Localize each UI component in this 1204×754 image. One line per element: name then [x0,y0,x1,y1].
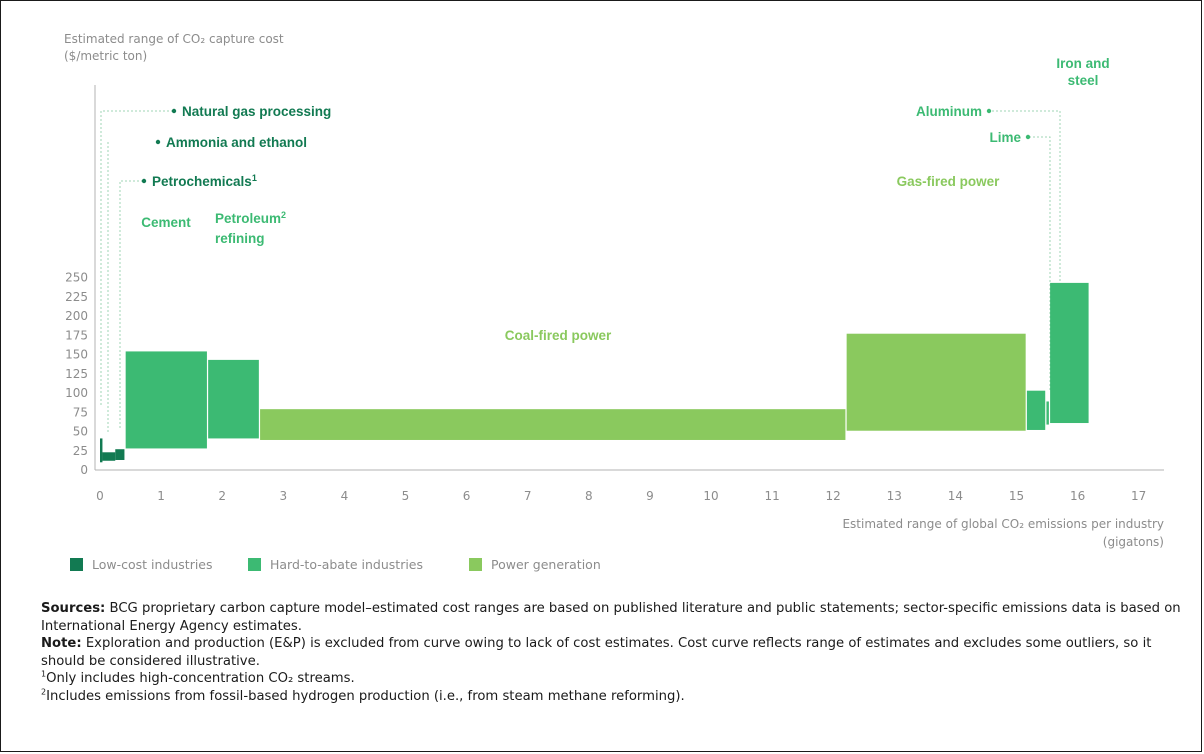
footnote-1-text: Only includes high-concentration CO₂ str… [46,671,355,686]
bar-ammonia-and-ethanol [102,452,116,461]
category-label: Aluminum [916,104,982,119]
x-axis-title: Estimated range of global CO₂ emissions … [842,517,1164,531]
sources-note: Sources: BCG proprietary carbon capture … [41,600,1191,635]
x-tick-label: 16 [1070,489,1085,503]
bar-cement [125,351,207,449]
x-tick-label: 15 [1009,489,1024,503]
leader-line [100,110,174,405]
x-tick-label: 7 [524,489,532,503]
x-tick-label: 8 [585,489,593,503]
note-label: Note: [41,636,82,651]
x-axis-unit: (gigatons) [1103,535,1164,549]
x-tick-label: 9 [646,489,654,503]
label-dot [141,178,147,184]
category-label: Ammonia and ethanol [166,135,307,150]
category-label: Gas-fired power [897,174,1001,189]
x-tick-label: 6 [463,489,471,503]
bar-coal-fired-power [260,409,846,440]
footnote-1-mark: 1 [41,669,47,679]
category-label: Lime [989,130,1021,145]
methodology-note: Note: Exploration and production (E&P) i… [41,635,1191,670]
legend-label: Hard-to-abate industries [270,557,423,572]
legend-swatch-hard-to-abate [248,558,261,571]
label-superscript: 1 [252,173,257,183]
sources-text: BCG proprietary carbon capture model–est… [41,601,1181,634]
bar-petroleum [208,359,259,439]
chart-notes: Sources: BCG proprietary carbon capture … [41,600,1191,705]
legend-label: Low-cost industries [92,557,213,572]
bar-iron-and [1050,282,1089,424]
x-tick-label: 12 [826,489,841,503]
bar-petrochemicals [115,449,125,460]
category-label: Petroleum2 [215,210,286,226]
sources-label: Sources: [41,601,106,616]
x-tick-label: 3 [279,489,287,503]
x-tick-label: 13 [887,489,902,503]
y-tick-label: 175 [65,328,88,342]
y-tick-label: 200 [65,309,88,323]
label-dot [171,108,177,114]
y-tick-label: 150 [65,348,88,362]
category-label: Coal-fired power [505,328,612,343]
bar-lime [1026,390,1046,430]
x-tick-label: 11 [764,489,779,503]
y-axis-unit: ($/metric ton) [64,49,147,63]
footnote-2-mark: 2 [41,687,47,697]
label-dot [1025,134,1031,140]
y-tick-label: 100 [65,386,88,400]
category-label-line2: refining [215,231,265,246]
x-tick-label: 10 [703,489,718,503]
bar-aluminum [1046,401,1049,425]
category-label: Natural gas processing [182,104,331,119]
category-label-line2: steel [1068,73,1099,88]
y-tick-label: 50 [73,425,88,439]
leader-line [989,110,1061,333]
legend-swatch-low-cost [70,558,83,571]
x-tick-label: 0 [96,489,104,503]
bar-gas-fired-power [846,333,1026,431]
y-tick-label: 250 [65,271,88,285]
x-tick-label: 4 [341,489,349,503]
x-tick-label: 17 [1131,489,1146,503]
y-axis-title: Estimated range of CO₂ capture cost [64,32,284,46]
y-tick-label: 225 [65,290,88,304]
category-label: Petrochemicals1 [152,173,257,189]
legend-swatch-power [469,558,482,571]
y-tick-label: 0 [80,463,88,477]
footnote-2: 2Includes emissions from fossil-based hy… [41,688,1191,706]
leader-line [1028,136,1051,390]
x-tick-label: 5 [402,489,410,503]
x-tick-label: 14 [948,489,963,503]
y-tick-label: 75 [73,405,88,419]
y-tick-label: 25 [73,444,88,458]
x-tick-label: 2 [218,489,226,503]
label-dot [986,108,992,114]
label-dot [155,139,161,145]
category-label: Cement [141,215,191,230]
footnote-1: 1Only includes high-concentration CO₂ st… [41,670,1191,688]
category-label: Iron and [1056,56,1109,71]
note-text: Exploration and production (E&P) is excl… [41,636,1152,669]
footnote-2-text: Includes emissions from fossil-based hyd… [46,688,685,704]
bar-natural-gas-processing [100,438,103,463]
legend-label: Power generation [491,557,601,572]
label-superscript: 2 [281,210,286,220]
cost-curve-chart: Estimated range of CO₂ capture cost ($/m… [64,32,1164,572]
x-tick-label: 1 [157,489,165,503]
y-tick-label: 125 [65,367,88,381]
